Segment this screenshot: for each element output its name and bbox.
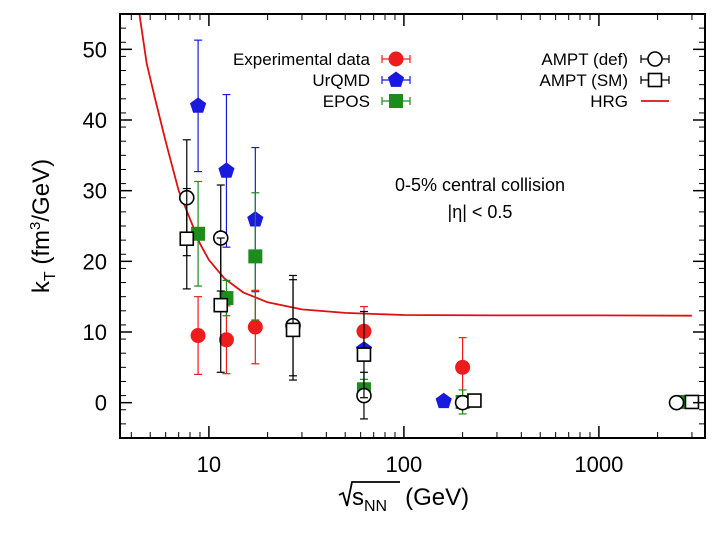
- annotation-eta: |η| < 0.5: [448, 202, 513, 222]
- y-tick-label: 20: [83, 249, 107, 274]
- x-tick-label: 100: [386, 452, 423, 477]
- x-axis-title: sNN (GeV): [338, 481, 469, 515]
- legend-item: AMPT (def): [541, 50, 670, 69]
- y-tick-label: 40: [83, 108, 107, 133]
- svg-text:kT (fm3/GeV): kT (fm3/GeV): [27, 159, 59, 293]
- data-point: [213, 297, 229, 313]
- legend-item: EPOS: [323, 92, 411, 111]
- sqrt-sign: [338, 481, 400, 507]
- legend-label: AMPT (SM): [540, 71, 628, 90]
- legend-marker: [387, 71, 405, 87]
- series-urqmd: [190, 39, 452, 409]
- y-tick-label: 50: [83, 37, 107, 62]
- annotation-centrality: 0-5% central collision: [395, 175, 565, 195]
- legend-item: Experimental data: [233, 50, 411, 69]
- series-ampt-sm: [179, 187, 700, 410]
- legend-marker: [647, 72, 663, 88]
- legend: Experimental data UrQMD EPOS AMPT (def) AMPT…: [233, 50, 670, 111]
- data-point: [455, 359, 471, 375]
- data-point: [435, 392, 452, 409]
- y-axis-title: kT (fm3/GeV): [27, 159, 59, 293]
- data-point: [247, 319, 263, 335]
- x-tick-label: 10: [197, 452, 221, 477]
- legend-label: HRG: [590, 92, 628, 111]
- series-epos: [191, 180, 692, 415]
- legend-label: AMPT (def): [541, 50, 628, 69]
- data-point: [285, 322, 301, 338]
- y-tick-label: 10: [83, 320, 107, 345]
- legend-marker: [647, 51, 663, 67]
- legend-item: UrQMD: [312, 71, 411, 90]
- legend-label: UrQMD: [312, 71, 370, 90]
- data-point: [179, 231, 195, 247]
- legend-marker: [389, 94, 403, 108]
- legend-marker: [388, 51, 404, 67]
- svg-text:sNN(GeV): sNN (GeV): [352, 484, 469, 515]
- hrg-curve: [138, 13, 692, 317]
- y-tick-label: 30: [83, 179, 107, 204]
- x-tick-label: 1000: [574, 452, 623, 477]
- legend-label: EPOS: [323, 92, 370, 111]
- legend-item: HRG: [590, 92, 669, 111]
- data-point: [191, 226, 206, 241]
- series-experimental-data: [190, 289, 471, 398]
- data-point: [356, 347, 372, 362]
- legend-item: AMPT (SM): [540, 71, 670, 90]
- legend-label: Experimental data: [233, 50, 371, 69]
- ticks-layer: 0 10 20 30 40 50 10 100 1000: [83, 13, 705, 477]
- data-point: [248, 249, 263, 264]
- data-point: [467, 393, 482, 408]
- data-point: [218, 332, 234, 348]
- data-point: [668, 394, 685, 411]
- data-layer: [138, 13, 700, 420]
- data-point: [190, 97, 207, 113]
- data-point: [190, 328, 206, 344]
- y-tick-label: 0: [95, 391, 107, 416]
- data-point: [218, 162, 235, 178]
